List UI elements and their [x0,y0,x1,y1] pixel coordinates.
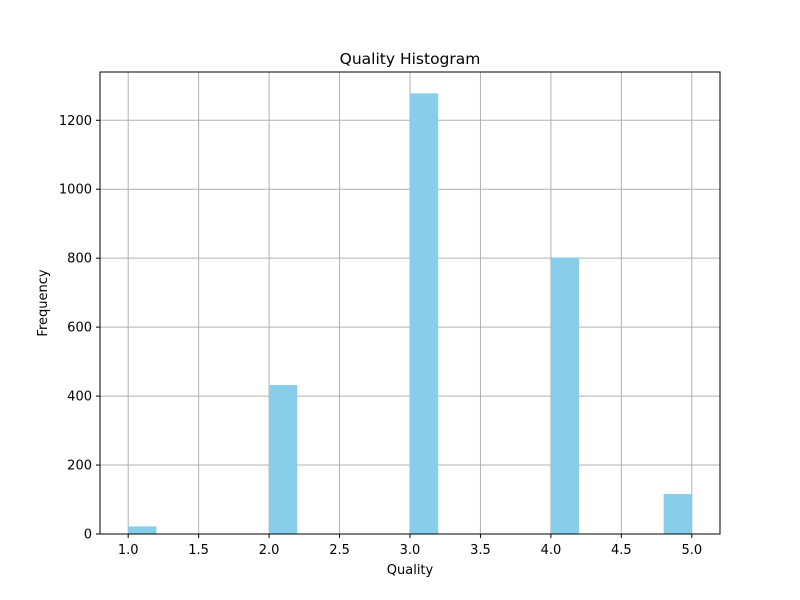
histogram-bar [128,526,157,534]
x-tick-label: 3.0 [400,543,421,558]
x-axis-title: Quality [387,563,434,578]
y-tick-label: 800 [67,252,92,267]
x-tick-label: 3.5 [470,543,491,558]
y-tick-label: 200 [67,459,92,474]
chart-title: Quality Histogram [340,50,481,68]
histogram-bar [410,93,439,534]
x-tick-label: 2.5 [329,543,350,558]
y-tick-label: 600 [67,321,92,336]
x-tick-label: 5.0 [681,543,702,558]
x-tick-label: 1.5 [188,543,209,558]
histogram-bar [663,494,692,534]
bars-layer [128,93,692,534]
ticks-layer: 1.0 1.5 2.0 2.5 3.0 3.5 4.0 4.5 5.0 0 200 400 600 800… [59,114,702,558]
y-tick-label: 0 [84,528,92,543]
histogram-bar [550,257,580,534]
y-tick-label: 1200 [59,114,92,129]
y-tick-label: 1000 [59,183,92,198]
y-axis-title: Frequency [36,269,51,336]
x-tick-label: 1.0 [118,543,139,558]
y-tick-label: 400 [67,390,92,405]
histogram-bar [269,385,298,534]
x-tick-label: 4.5 [611,543,632,558]
x-tick-label: 4.0 [541,543,562,558]
x-tick-label: 2.0 [259,543,280,558]
